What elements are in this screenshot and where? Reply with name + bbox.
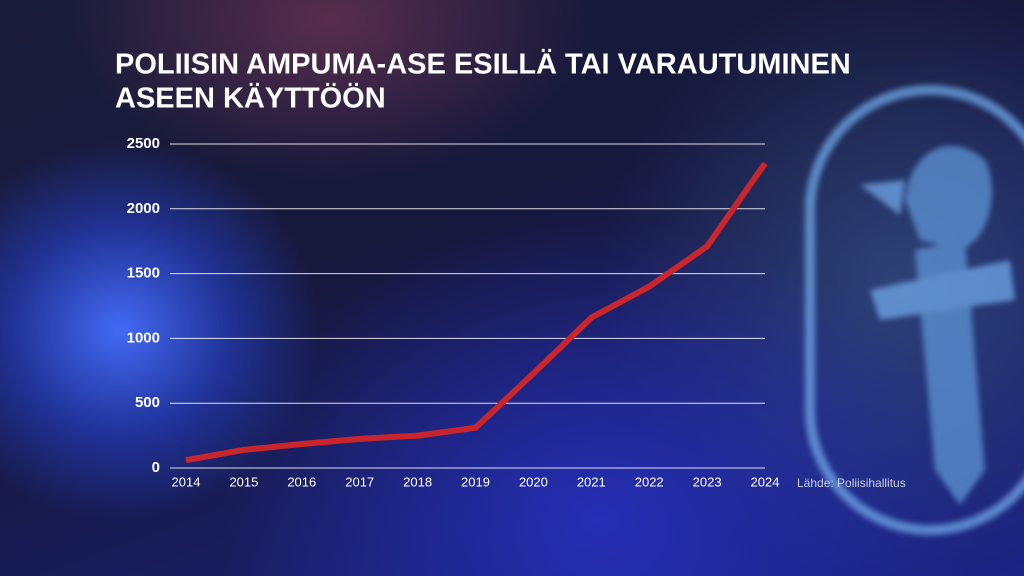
x-tick-label: 2024 [751, 474, 780, 489]
x-tick-label: 2016 [287, 474, 316, 489]
x-tick-label: 2015 [229, 474, 258, 489]
y-tick-label: 1000 [127, 329, 160, 346]
x-tick-label: 2021 [577, 474, 606, 489]
y-tick-label: 0 [152, 459, 160, 476]
source: Lähde: Poliisihallitus [797, 476, 906, 490]
x-tick-label: 2019 [461, 474, 490, 489]
x-tick-label: 2020 [519, 474, 548, 489]
y-tick-label: 500 [135, 394, 160, 411]
x-tick-label: 2017 [345, 474, 374, 489]
chart-title: POLIISIN AMPUMA-ASE ESILLÄ TAI VARAUTUMI… [115, 48, 851, 81]
x-tick-label: 2014 [172, 474, 201, 489]
badge [805, 85, 1024, 535]
y-tick-label: 1500 [127, 265, 160, 282]
data-line [185, 161, 768, 464]
x-tick-label: 2018 [403, 474, 432, 489]
x-tick-label: 2023 [693, 474, 722, 489]
chart-title: ASEEN KÄYTTÖÖN [115, 82, 386, 115]
y-tick-label: 2500 [127, 135, 160, 152]
x-tick-label: 2022 [635, 474, 664, 489]
y-tick-label: 2000 [127, 200, 160, 217]
